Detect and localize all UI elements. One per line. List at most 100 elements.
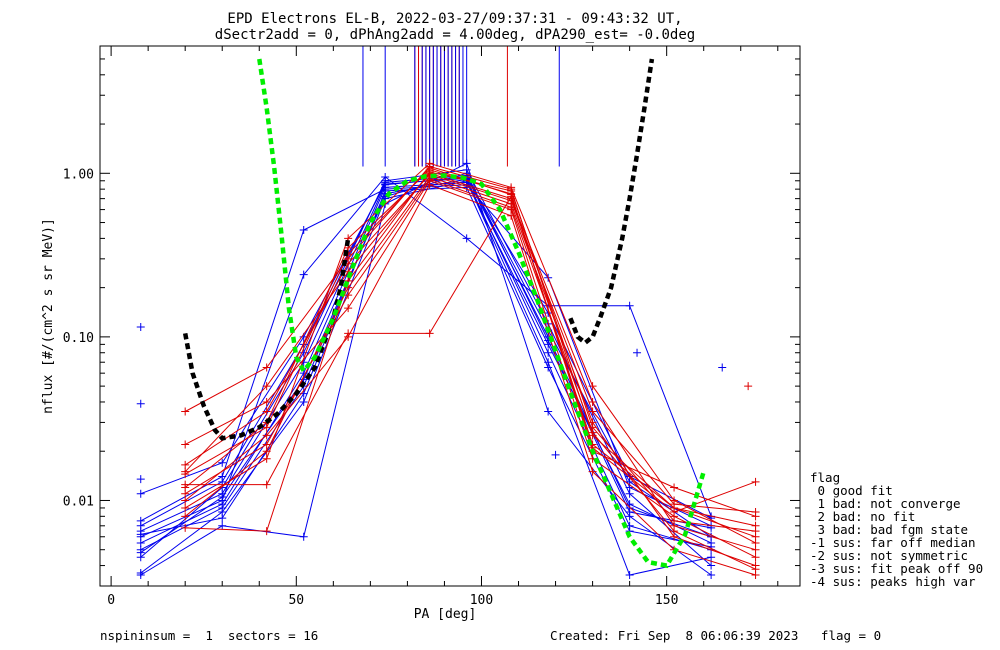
legend-item: -3 sus: fit peak off 90 (810, 561, 983, 576)
series-line-red (184, 169, 756, 517)
data-point-blue (707, 553, 716, 562)
data-point-red (181, 503, 190, 512)
series-line-red (184, 176, 756, 567)
data-point-red (751, 508, 760, 517)
outlier-point-blue (551, 450, 560, 459)
data-point-red (751, 538, 760, 547)
data-point-blue (218, 521, 227, 530)
data-point-red (670, 516, 679, 525)
series-line-blue (140, 178, 712, 551)
x-tick-label: 100 (470, 593, 493, 608)
footer-left: nspininsum = 1 sectors = 16 (100, 628, 318, 643)
series-line-red (184, 180, 756, 558)
data-point-red (751, 477, 760, 486)
outlier-point-blue (633, 348, 642, 357)
outlier-point-red (744, 382, 753, 391)
legend-item: 2 bad: no fit (810, 509, 915, 524)
data-point-blue (218, 492, 227, 501)
y-tick-label: 0.10 (63, 331, 94, 346)
series-line-red (184, 165, 756, 538)
footer-right: Created: Fri Sep 8 06:06:39 2023 flag = … (550, 628, 881, 643)
data-point-blue (136, 521, 145, 530)
data-point-red (181, 512, 190, 521)
data-point-red (262, 397, 271, 406)
x-tick-label: 150 (655, 593, 678, 608)
data-point-red (588, 407, 597, 416)
plot-frame (99, 45, 801, 587)
data-point-blue (299, 226, 308, 235)
data-point-red (588, 467, 597, 476)
fit-curve-green (257, 58, 706, 569)
legend-item: -2 sus: not symmetric (810, 548, 968, 563)
data-point-red (262, 382, 271, 391)
x-tick-label: 50 (288, 593, 304, 608)
data-point-red (181, 480, 190, 489)
data-point-red (262, 527, 271, 536)
data-point-red (751, 565, 760, 574)
series-line-red (185, 195, 756, 527)
x-tick-label: 0 (107, 593, 115, 608)
legend-item: 3 bad: bad fgm state (810, 522, 968, 537)
data-point-blue (136, 489, 145, 498)
series-line-red (184, 174, 756, 513)
x-axis-label: PA [deg] (414, 607, 477, 622)
data-point-blue (218, 514, 227, 523)
legend-item: -1 sus: far off median (810, 535, 976, 550)
data-point-red (181, 470, 190, 479)
y-tick-label: 0.01 (63, 494, 94, 509)
data-point-blue (625, 571, 634, 580)
chart-title-line2: dSectr2add = 0, dPhAng2add = 4.00deg, dP… (215, 27, 695, 43)
data-point-red (181, 489, 190, 498)
legend: flag 0 good fit 1 bad: not converge 2 ba… (810, 470, 983, 589)
data-point-blue (136, 538, 145, 547)
axes: 0 50 100 150 0.01 0.10 1.00 (63, 45, 801, 608)
series-line-blue (140, 180, 712, 576)
data-point-blue (462, 234, 471, 243)
series-line-red (184, 167, 756, 513)
data-point-red (262, 407, 271, 416)
data-point-blue (299, 532, 308, 541)
data-point-blue (381, 180, 390, 189)
series-line-red (184, 178, 756, 570)
outlier-point-blue (136, 475, 145, 484)
data-point-red (670, 483, 679, 492)
data-point-red (181, 440, 190, 449)
data-point-blue (707, 571, 716, 580)
data-point-red (588, 428, 597, 437)
legend-item: 1 bad: not converge (810, 496, 961, 511)
data-point-blue (462, 159, 471, 168)
data-point-blue (544, 348, 553, 357)
data-point-blue (136, 530, 145, 539)
data-point-blue (544, 407, 553, 416)
data-point-red (670, 500, 679, 509)
y-axis-label: nflux [#/(cm^2 s sr MeV)] (41, 218, 56, 414)
outlier-point-blue (718, 363, 727, 372)
data-point-red (751, 527, 760, 536)
data-point-blue (625, 508, 634, 517)
legend-item: 0 good fit (810, 483, 893, 498)
data-point-blue (218, 500, 227, 509)
data-point-red (588, 382, 597, 391)
data-point-red (507, 203, 516, 212)
data-point-red (588, 397, 597, 406)
data-point-red (262, 480, 271, 489)
data-point-red (181, 523, 190, 532)
data-point-blue (707, 561, 716, 570)
data-point-red (262, 363, 271, 372)
y-tick-label: 1.00 (63, 167, 94, 182)
data-point-red (181, 460, 190, 469)
data-point-red (507, 190, 516, 199)
data-point-red (751, 545, 760, 554)
legend-title: flag (810, 470, 840, 485)
data-point-blue (544, 363, 553, 372)
data-point-blue (136, 571, 145, 580)
data-layer (136, 46, 760, 580)
data-point-red (262, 440, 271, 449)
data-point-blue (299, 397, 308, 406)
legend-item: -4 sus: peaks high var (810, 574, 976, 589)
chart-title-line1: EPD Electrons EL-B, 2022-03-27/09:37:31 … (227, 11, 682, 27)
data-point-red (425, 175, 434, 184)
data-point-red (344, 304, 353, 313)
data-point-red (181, 496, 190, 505)
data-point-red (262, 431, 271, 440)
